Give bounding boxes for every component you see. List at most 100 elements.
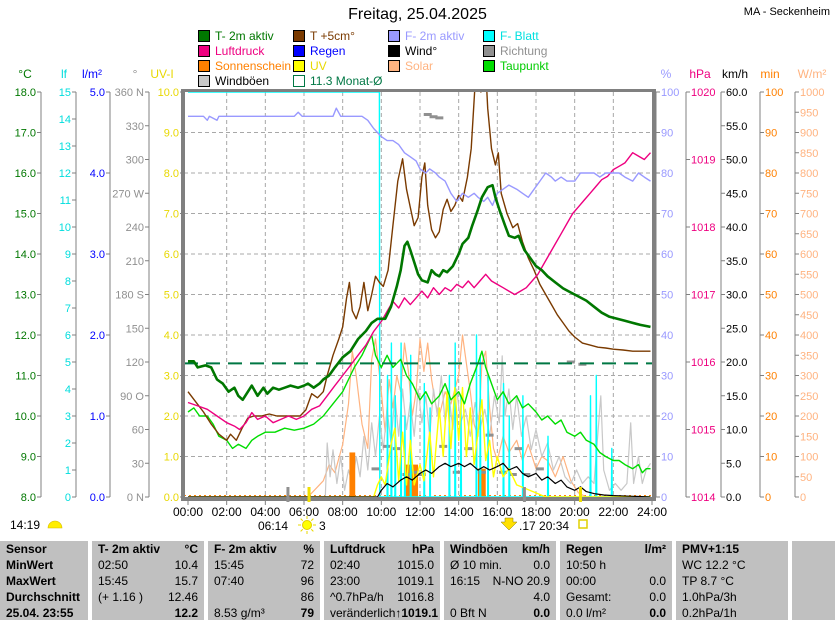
svg-text:6.0: 6.0	[164, 249, 179, 261]
cell-r2-c0-label: 15:45	[98, 574, 129, 588]
svg-text:0: 0	[765, 492, 771, 504]
cell-r3-c4-value: 0.0	[649, 590, 666, 604]
wind-direction-dash	[508, 473, 517, 476]
plot-border-bottom	[181, 497, 656, 501]
moon-icon	[47, 520, 63, 529]
svg-text:650: 650	[800, 229, 818, 241]
cell-r4-c2-value: ↑1019.1	[395, 605, 439, 620]
cell-r1-c3-label: Ø 10 min.	[450, 558, 503, 572]
svg-text:350: 350	[800, 350, 818, 362]
svg-text:0.0: 0.0	[726, 492, 741, 504]
legend-label: Sonnenschein	[215, 59, 292, 73]
legend-label: Windböen	[215, 74, 270, 88]
svg-text:100: 100	[661, 87, 679, 99]
cell-r2-c1: 07:40 96	[208, 573, 320, 589]
legend-swatch	[483, 45, 495, 57]
svg-text:11.0: 11.0	[15, 371, 36, 383]
svg-text:4.0: 4.0	[164, 330, 179, 342]
cell-r2-c1-label: 07:40	[214, 574, 245, 588]
cell-r2-c0-value: 15.7	[174, 574, 198, 588]
svg-text:150: 150	[126, 323, 144, 335]
svg-text:800: 800	[800, 168, 818, 180]
legend-item-regen: Regen	[293, 45, 345, 57]
cell-r4-c0: 12.2	[92, 605, 204, 620]
svg-text:35.0: 35.0	[726, 256, 747, 268]
cell-r3-c0-label: (+ 1.16 )	[98, 590, 144, 604]
series-taupunkt	[187, 334, 651, 474]
svg-text:270 W: 270 W	[112, 188, 144, 200]
svg-text:30: 30	[661, 371, 673, 383]
svg-text:14.0: 14.0	[15, 249, 36, 261]
svg-text:6: 6	[65, 330, 71, 342]
cell-r4-c3-value: 0.0	[533, 605, 550, 620]
station-name: MA - Seckenheim	[743, 6, 830, 18]
legend-label: Luftdruck	[215, 44, 265, 58]
sunset-arrow-icon	[500, 517, 518, 531]
row-label-1: MinWert	[0, 557, 88, 573]
header-col-1-label: F- 2m aktiv	[214, 542, 277, 556]
legend-swatch	[198, 75, 210, 87]
svg-text:50.0: 50.0	[726, 155, 747, 167]
svg-text:10: 10	[661, 452, 673, 464]
svg-text:30: 30	[765, 371, 777, 383]
cell-r4-c1-value: 79	[300, 605, 314, 620]
cell-r2-c2: 23:00 1019.1	[324, 573, 440, 589]
svg-text:15.0: 15.0	[726, 391, 747, 403]
header-col-3-label: Windböen	[450, 542, 508, 556]
svg-text:%: %	[661, 67, 672, 81]
svg-text:l/m²: l/m²	[82, 67, 102, 81]
legend-swatch	[293, 60, 305, 72]
legend-item-uv: UV	[293, 60, 327, 72]
svg-text:15: 15	[59, 87, 71, 99]
cell-r3-c5-label: 1.0hPa/3h	[682, 590, 737, 604]
cell-r2-c4-label: 00:00	[566, 574, 597, 588]
legend-label: Solar	[405, 59, 434, 73]
axis-marker-gray	[522, 487, 526, 502]
sunrise-time: 06:14	[258, 519, 288, 533]
cell-r4-c3: 0 Bft N 0.0	[444, 605, 556, 620]
svg-text:17.0: 17.0	[15, 128, 36, 140]
wind-direction-dash	[402, 473, 411, 476]
svg-text:45.0: 45.0	[726, 188, 747, 200]
svg-text:1014: 1014	[691, 492, 715, 504]
legend-swatch	[483, 30, 495, 42]
svg-text:18.0: 18.0	[15, 87, 36, 99]
wind-direction-dash	[452, 470, 461, 474]
svg-text:4.0: 4.0	[90, 168, 105, 180]
legend-label: Regen	[310, 44, 346, 58]
x-tick-label: 20:00	[560, 505, 590, 519]
row-label-3-label: Durchschnitt	[6, 590, 81, 604]
svg-text:150: 150	[800, 431, 818, 443]
header-col-0: T- 2m aktiv °C	[92, 541, 204, 557]
svg-text:30.0: 30.0	[726, 290, 747, 302]
cell-r1-c0-value: 10.4	[174, 558, 198, 572]
cell-r3-c4: Gesamt: 0.0	[560, 589, 672, 605]
legend-label: Wind°	[405, 44, 438, 58]
legend-swatch	[198, 60, 210, 72]
row-label-3: Durchschnitt	[0, 589, 88, 605]
svg-text:5: 5	[65, 357, 71, 369]
cell-r4-c4-value: 0.0	[649, 605, 666, 620]
svg-text:90 O: 90 O	[120, 391, 144, 403]
svg-text:1017: 1017	[691, 290, 715, 302]
header-col-3-value: km/h	[521, 542, 550, 556]
svg-text:40: 40	[661, 330, 673, 342]
row-label-2: MaxWert	[0, 573, 88, 589]
svg-text:1016: 1016	[691, 357, 715, 369]
cell-r4-c0-value: 12.2	[174, 605, 198, 620]
x-tick-label: 14:00	[444, 505, 474, 519]
svg-text:12.0: 12.0	[15, 330, 36, 342]
wind-direction-dash	[477, 470, 486, 474]
svg-text:14: 14	[59, 114, 71, 126]
svg-text:70: 70	[765, 209, 777, 221]
cell-r3-c6	[792, 589, 835, 605]
svg-text:°: °	[133, 67, 138, 81]
legend-item-f-2m-aktiv: F- 2m aktiv	[388, 30, 464, 42]
cell-r4-c1: 8.53 g/m³ 79	[208, 605, 320, 620]
cell-r2-c2-value: 1019.1	[397, 574, 434, 588]
svg-text:13.0: 13.0	[15, 290, 36, 302]
cell-r2-c1-value: 96	[300, 574, 314, 588]
sunrise-uv-max: 3	[319, 519, 326, 533]
x-tick-label: 08:00	[328, 505, 358, 519]
